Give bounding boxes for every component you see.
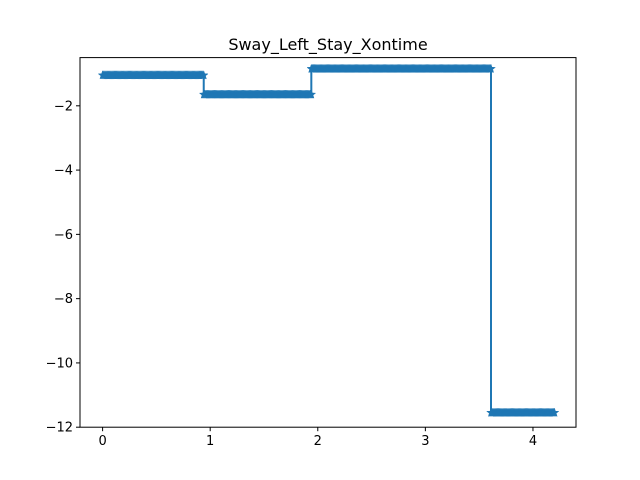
- axes-frame: [79, 57, 577, 428]
- data-point-marker: [198, 70, 209, 80]
- y-tick-label: −10: [46, 356, 73, 371]
- x-axis: 0 1 2 3 4: [98, 427, 537, 449]
- data-point-marker: [306, 89, 317, 99]
- chart-title: Sway_Left_Stay_Xontime: [228, 35, 427, 55]
- y-tick-label: −2: [54, 99, 73, 114]
- y-tick-label: −8: [54, 292, 73, 307]
- data-point-marker: [549, 407, 560, 417]
- x-tick-label: 4: [529, 434, 537, 449]
- y-tick-label: −6: [54, 228, 73, 243]
- plot-area: [97, 63, 560, 417]
- y-tick-label: −12: [46, 421, 73, 436]
- x-tick-label: 0: [98, 434, 106, 449]
- x-tick-label: 2: [314, 434, 322, 449]
- y-axis: −12 −10 −8 −6 −4 −2: [46, 99, 80, 436]
- data-point-marker: [485, 63, 497, 74]
- x-tick-label: 1: [206, 434, 214, 449]
- x-tick-label: 3: [421, 434, 429, 449]
- y-tick-label: −4: [54, 164, 73, 179]
